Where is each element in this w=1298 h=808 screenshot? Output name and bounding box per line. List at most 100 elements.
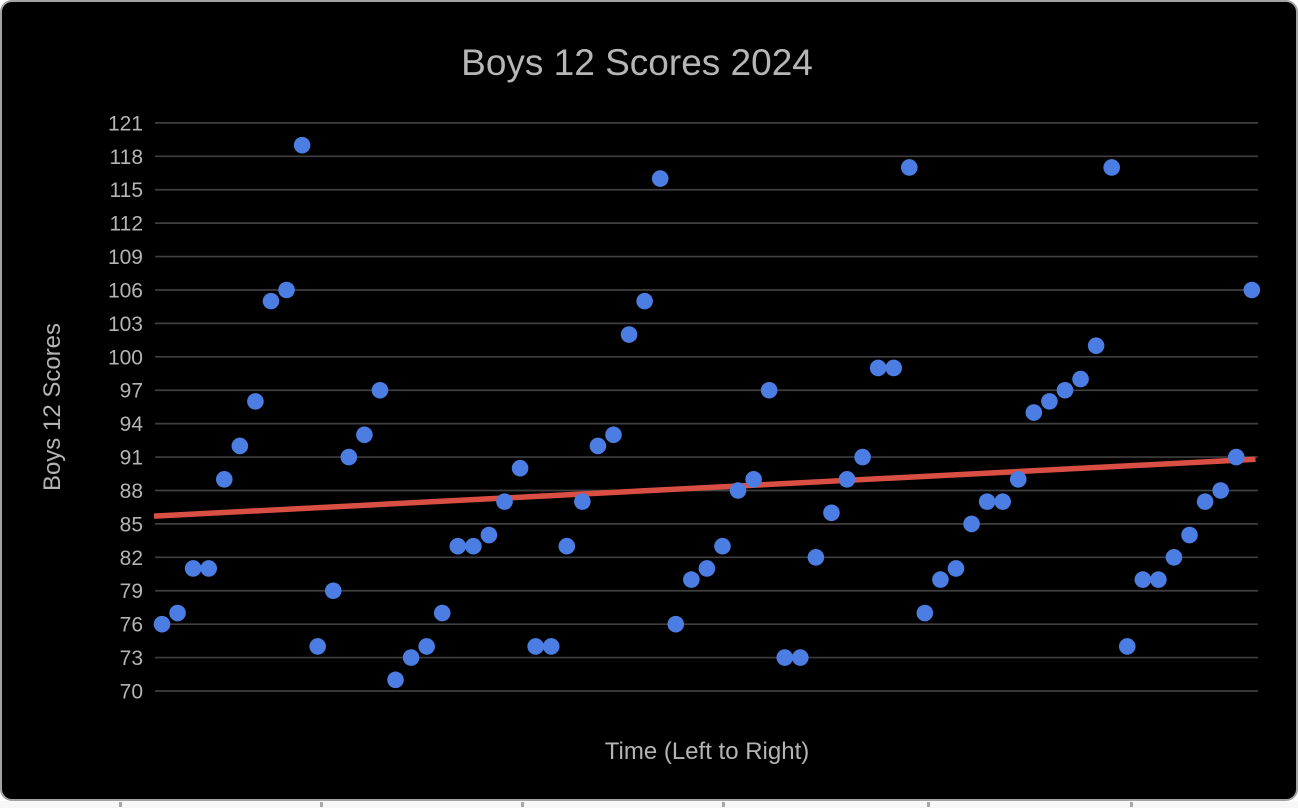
y-tick-label: 100 bbox=[108, 346, 143, 369]
y-tick-label: 85 bbox=[120, 513, 143, 536]
data-point[interactable] bbox=[169, 604, 186, 622]
data-point[interactable] bbox=[932, 571, 949, 588]
y-tick-label: 97 bbox=[120, 380, 143, 403]
data-point[interactable] bbox=[1181, 526, 1198, 544]
data-point[interactable] bbox=[153, 615, 171, 633]
data-point[interactable] bbox=[776, 649, 794, 666]
data-point[interactable] bbox=[480, 526, 498, 544]
y-tick-label: 70 bbox=[120, 681, 143, 704]
data-point[interactable] bbox=[1134, 571, 1152, 588]
data-point[interactable] bbox=[324, 582, 342, 600]
data-point[interactable] bbox=[1087, 337, 1105, 354]
data-point[interactable] bbox=[1196, 493, 1214, 510]
data-point[interactable] bbox=[278, 281, 295, 299]
trend-line[interactable] bbox=[153, 456, 1256, 519]
data-point[interactable] bbox=[542, 638, 560, 655]
y-tick-label: 112 bbox=[110, 213, 143, 236]
data-point[interactable] bbox=[496, 493, 513, 510]
y-tick-label: 103 bbox=[108, 313, 143, 336]
data-point[interactable] bbox=[356, 426, 373, 444]
data-point[interactable] bbox=[651, 170, 669, 187]
y-tick-label: 91 bbox=[120, 447, 143, 470]
data-point[interactable] bbox=[900, 159, 918, 176]
y-tick-label: 76 bbox=[120, 614, 143, 637]
chart-title: Boys 12 Scores 2024 bbox=[461, 42, 813, 83]
data-point[interactable] bbox=[605, 426, 622, 444]
data-point[interactable] bbox=[511, 459, 529, 477]
data-point[interactable] bbox=[854, 448, 871, 466]
data-point[interactable] bbox=[1025, 404, 1043, 421]
data-point[interactable] bbox=[792, 649, 809, 666]
data-point[interactable] bbox=[215, 471, 233, 488]
column-edge-tick bbox=[320, 802, 323, 807]
y-tick-label: 121 bbox=[108, 112, 143, 135]
column-edge-tick bbox=[521, 802, 524, 807]
data-point[interactable] bbox=[807, 549, 825, 566]
y-tick-label: 88 bbox=[120, 480, 143, 503]
y-tick-label: 82 bbox=[120, 547, 143, 570]
data-point[interactable] bbox=[823, 504, 840, 522]
data-point[interactable] bbox=[449, 537, 467, 555]
x-axis-title: Time (Left to Right) bbox=[604, 738, 810, 765]
data-point[interactable] bbox=[947, 560, 965, 577]
y-tick-label: 115 bbox=[110, 179, 143, 202]
data-point[interactable] bbox=[994, 493, 1012, 510]
data-point[interactable] bbox=[589, 437, 607, 455]
data-point[interactable] bbox=[387, 671, 404, 689]
data-point[interactable] bbox=[963, 515, 980, 533]
y-tick-label: 106 bbox=[108, 279, 143, 302]
column-edge-tick bbox=[927, 802, 930, 807]
y-tick-label: 109 bbox=[108, 246, 143, 269]
y-tick-label: 94 bbox=[120, 413, 144, 436]
data-point[interactable] bbox=[1103, 159, 1120, 176]
data-point[interactable] bbox=[1212, 482, 1229, 499]
data-point[interactable] bbox=[184, 560, 202, 577]
column-edge-tick bbox=[1130, 802, 1133, 807]
data-point[interactable] bbox=[1243, 281, 1261, 299]
data-point[interactable] bbox=[698, 560, 716, 577]
data-point[interactable] bbox=[620, 326, 638, 343]
data-point[interactable] bbox=[683, 571, 700, 588]
data-point[interactable] bbox=[558, 537, 576, 555]
data-point[interactable] bbox=[418, 638, 435, 655]
y-tick-label: 118 bbox=[110, 146, 143, 169]
data-point[interactable] bbox=[231, 437, 249, 455]
data-point[interactable] bbox=[433, 604, 451, 622]
data-point[interactable] bbox=[1009, 471, 1027, 488]
data-point[interactable] bbox=[838, 471, 856, 488]
data-point[interactable] bbox=[574, 493, 591, 510]
column-edge-tick bbox=[119, 802, 122, 807]
data-point[interactable] bbox=[200, 560, 218, 577]
data-point[interactable] bbox=[760, 381, 778, 399]
data-point[interactable] bbox=[1041, 393, 1058, 410]
data-point[interactable] bbox=[1072, 370, 1089, 388]
data-point[interactable] bbox=[1165, 549, 1183, 566]
data-point[interactable] bbox=[262, 292, 280, 310]
data-point[interactable] bbox=[340, 448, 358, 466]
data-point[interactable] bbox=[714, 537, 731, 555]
data-point[interactable] bbox=[885, 359, 903, 377]
data-point[interactable] bbox=[371, 381, 389, 399]
data-point[interactable] bbox=[1056, 381, 1074, 399]
data-point[interactable] bbox=[729, 482, 747, 499]
data-point[interactable] bbox=[978, 493, 996, 510]
data-point[interactable] bbox=[1118, 638, 1136, 655]
data-point[interactable] bbox=[636, 292, 653, 310]
data-point[interactable] bbox=[1150, 571, 1167, 588]
data-point[interactable] bbox=[667, 615, 685, 633]
data-point[interactable] bbox=[745, 471, 762, 488]
data-point[interactable] bbox=[247, 393, 264, 410]
y-tick-label: 73 bbox=[120, 647, 143, 670]
data-point[interactable] bbox=[465, 537, 482, 555]
data-point[interactable] bbox=[869, 359, 887, 377]
data-point[interactable] bbox=[402, 649, 420, 666]
data-point[interactable] bbox=[527, 638, 544, 655]
data-point[interactable] bbox=[293, 136, 311, 154]
page-bottom-strip bbox=[0, 801, 1298, 808]
data-point[interactable] bbox=[916, 604, 934, 622]
data-point[interactable] bbox=[309, 638, 326, 655]
data-point[interactable] bbox=[1227, 448, 1245, 466]
